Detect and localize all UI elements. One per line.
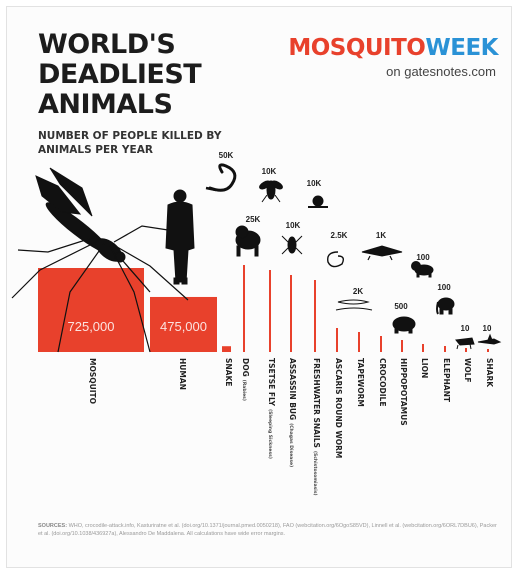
bar-assassin-bug — [290, 275, 292, 352]
category-note: (Chagas Disease) — [289, 423, 295, 467]
page-subtitle: NUMBER OF PEOPLE KILLED BY ANIMALS PER Y… — [38, 130, 222, 156]
logo-part-blue: WEEK — [425, 35, 498, 61]
tapeworm-icon — [335, 299, 373, 311]
bar-hippopotamus — [401, 340, 403, 352]
logo-part-red: MOSQUITO — [288, 35, 426, 61]
human-icon — [165, 189, 195, 285]
bar-tapeworm — [358, 332, 360, 352]
logo-url: on gatesnotes.com — [386, 64, 496, 79]
category-label: ASSASSIN BUG(Chagas Disease) — [288, 358, 297, 467]
bar-wolf — [465, 348, 467, 352]
value-label: 10 — [483, 324, 492, 333]
page-title: WORLD'S DEADLIEST ANIMALS — [38, 29, 202, 120]
value-label: 10 — [461, 324, 470, 333]
value-label: 1K — [376, 231, 386, 240]
title-line: WORLD'S — [38, 29, 176, 60]
dog-icon — [235, 225, 261, 257]
value-label: 10K — [286, 221, 301, 230]
value-label: 10K — [307, 179, 322, 188]
category-label: ASCARIS ROUND WORM — [334, 358, 343, 458]
elephant-icon — [436, 297, 455, 315]
hippopotamus-icon — [392, 316, 416, 334]
bar-dog — [243, 265, 245, 352]
category-label: SNAKE — [224, 358, 233, 386]
category-note: (Rabies) — [242, 380, 248, 401]
value-label: 725,000 — [68, 319, 115, 334]
value-label: 100 — [416, 253, 430, 262]
category-label: DOG(Rabies) — [241, 358, 250, 401]
snail-icon — [308, 195, 328, 208]
category-label: HUMAN — [178, 358, 187, 390]
value-label: 25K — [246, 215, 261, 224]
category-note: (Schistosomiasis) — [313, 451, 319, 496]
crocodile-icon — [361, 245, 403, 261]
category-note: (Sleeping Sickness) — [268, 409, 274, 459]
bar-mosquito — [38, 268, 144, 352]
category-label: CROCODILE — [378, 358, 387, 406]
value-label: 100 — [437, 283, 451, 292]
title-line: DEADLIEST — [38, 59, 202, 90]
assassin-bug-icon — [281, 235, 303, 255]
sources-text: WHO, crocodile-attack.info, Kasturiratne… — [38, 523, 497, 537]
bar-human — [150, 296, 217, 352]
value-label: 50K — [219, 151, 234, 160]
bar-freshwater-snails — [314, 280, 316, 352]
bar-snake — [222, 346, 231, 352]
bar-ascaris-round-worm — [336, 328, 338, 352]
category-label: LION — [420, 358, 429, 378]
mosquito-icon — [11, 167, 189, 353]
category-label: WOLF — [463, 358, 472, 383]
category-label: TAPEWORM — [356, 358, 365, 407]
bar-elephant — [444, 346, 446, 352]
sources-label: SOURCES: — [38, 523, 68, 529]
category-label: HIPPOPOTAMUS — [399, 358, 408, 426]
category-label: FRESHWATER SNAILS(Schistosomiasis) — [312, 358, 321, 496]
category-label: SHARK — [485, 358, 494, 388]
value-label: 500 — [394, 302, 408, 311]
title-line: ANIMALS — [38, 89, 173, 120]
bar-crocodile — [380, 336, 382, 352]
mosquito-week-logo: MOSQUITOWEEK — [288, 35, 498, 61]
shark-icon — [477, 333, 502, 345]
tsetse-fly-icon — [259, 180, 283, 203]
bar-shark — [487, 349, 489, 352]
value-label: 2.5K — [331, 231, 348, 240]
snake-icon — [205, 163, 237, 192]
value-label: 10K — [262, 167, 277, 176]
roundworm-icon — [327, 251, 345, 268]
lion-icon — [411, 261, 434, 278]
category-label: ELEPHANT — [442, 358, 451, 403]
category-label: MOSQUITO — [88, 358, 97, 404]
bar-tsetse-fly — [269, 270, 271, 352]
value-label: 475,000 — [160, 319, 207, 334]
category-label: TSETSE FLY(Sleeping Sickness) — [267, 358, 276, 459]
wolf-icon — [455, 337, 475, 350]
value-label: 2K — [353, 287, 363, 296]
sources-note: SOURCES: WHO, crocodile-attack.info, Kas… — [38, 522, 498, 538]
bar-lion — [422, 344, 424, 352]
